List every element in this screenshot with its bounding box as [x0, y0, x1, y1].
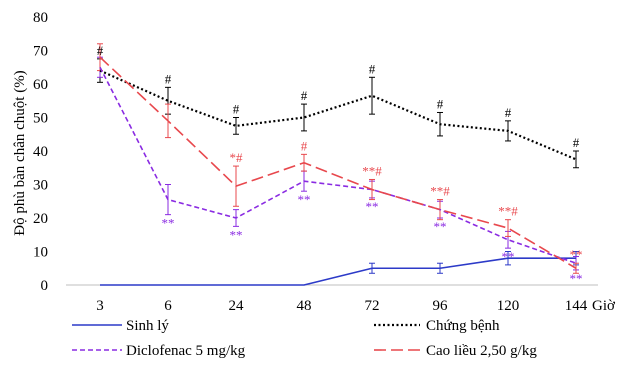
y-tick-label: 0 [41, 278, 49, 294]
series-line [99, 56, 577, 269]
significance-marker: ** [570, 247, 583, 262]
significance-marker: ** [230, 227, 243, 242]
series-line [100, 257, 576, 286]
y-tick-label: 70 [33, 44, 48, 60]
significance-marker: # [505, 105, 512, 120]
significance-marker: **# [498, 204, 518, 219]
x-tick-label: 6 [164, 298, 172, 314]
significance-marker: **# [430, 184, 450, 199]
significance-marker: **# [362, 163, 382, 178]
legend-label: Diclofenac 5 mg/kg [126, 343, 246, 359]
y-tick-label: 50 [33, 111, 48, 127]
x-tick-labels: 3 6 24 48 72 96 120 144 Giờ [96, 298, 616, 314]
significance-marker: # [573, 135, 580, 150]
x-tick-label: 144 [565, 298, 588, 314]
significance-marker: ** [434, 219, 447, 234]
significance-marker: ** [502, 249, 515, 264]
y-tick-label: 40 [33, 144, 48, 160]
significance-marker: ** [162, 216, 175, 231]
x-tick-label: 48 [297, 298, 312, 314]
series-line [99, 66, 577, 264]
y-tick-labels: 0 10 20 30 40 50 60 70 80 [33, 10, 48, 294]
significance-marker: # [233, 102, 240, 117]
x-tick-label: 72 [365, 298, 380, 314]
x-tick-label: 3 [96, 298, 104, 314]
significance-marker: *# [230, 150, 244, 165]
y-tick-label: 80 [33, 10, 48, 26]
significance-marker: # [369, 61, 376, 76]
x-axis-unit: Giờ [592, 298, 616, 314]
significance-marker: # [301, 88, 308, 103]
x-tick-label: 120 [497, 298, 520, 314]
y-tick-label: 30 [33, 178, 48, 194]
legend-label: Sinh lý [126, 318, 169, 334]
significance-markers: # # # # # # # # ** ** ** ** ** ** ** *# # **# **# **# ** [97, 43, 583, 286]
x-tick-label: 24 [229, 298, 245, 314]
y-tick-label: 10 [33, 245, 48, 261]
significance-marker: ** [366, 199, 379, 214]
significance-marker: ** [298, 192, 311, 207]
y-tick-label: 60 [33, 77, 48, 93]
significance-marker: # [301, 138, 308, 153]
legend-label: Cao liều 2,50 g/kg [426, 343, 537, 359]
x-tick-label: 96 [433, 298, 449, 314]
significance-marker: # [437, 96, 444, 111]
legend-label: Chứng bệnh [426, 318, 500, 334]
significance-marker: # [97, 43, 104, 58]
significance-marker: # [165, 71, 172, 86]
significance-marker: ** [570, 271, 583, 286]
legend: Sinh lý Chứng bệnh Diclofenac 5 mg/kg Cao l… [72, 318, 537, 359]
y-axis-label: Độ phù bàn chân chuột (%) [12, 70, 28, 235]
series-line [99, 69, 577, 161]
series-lines [99, 56, 577, 286]
y-tick-label: 20 [33, 211, 48, 227]
